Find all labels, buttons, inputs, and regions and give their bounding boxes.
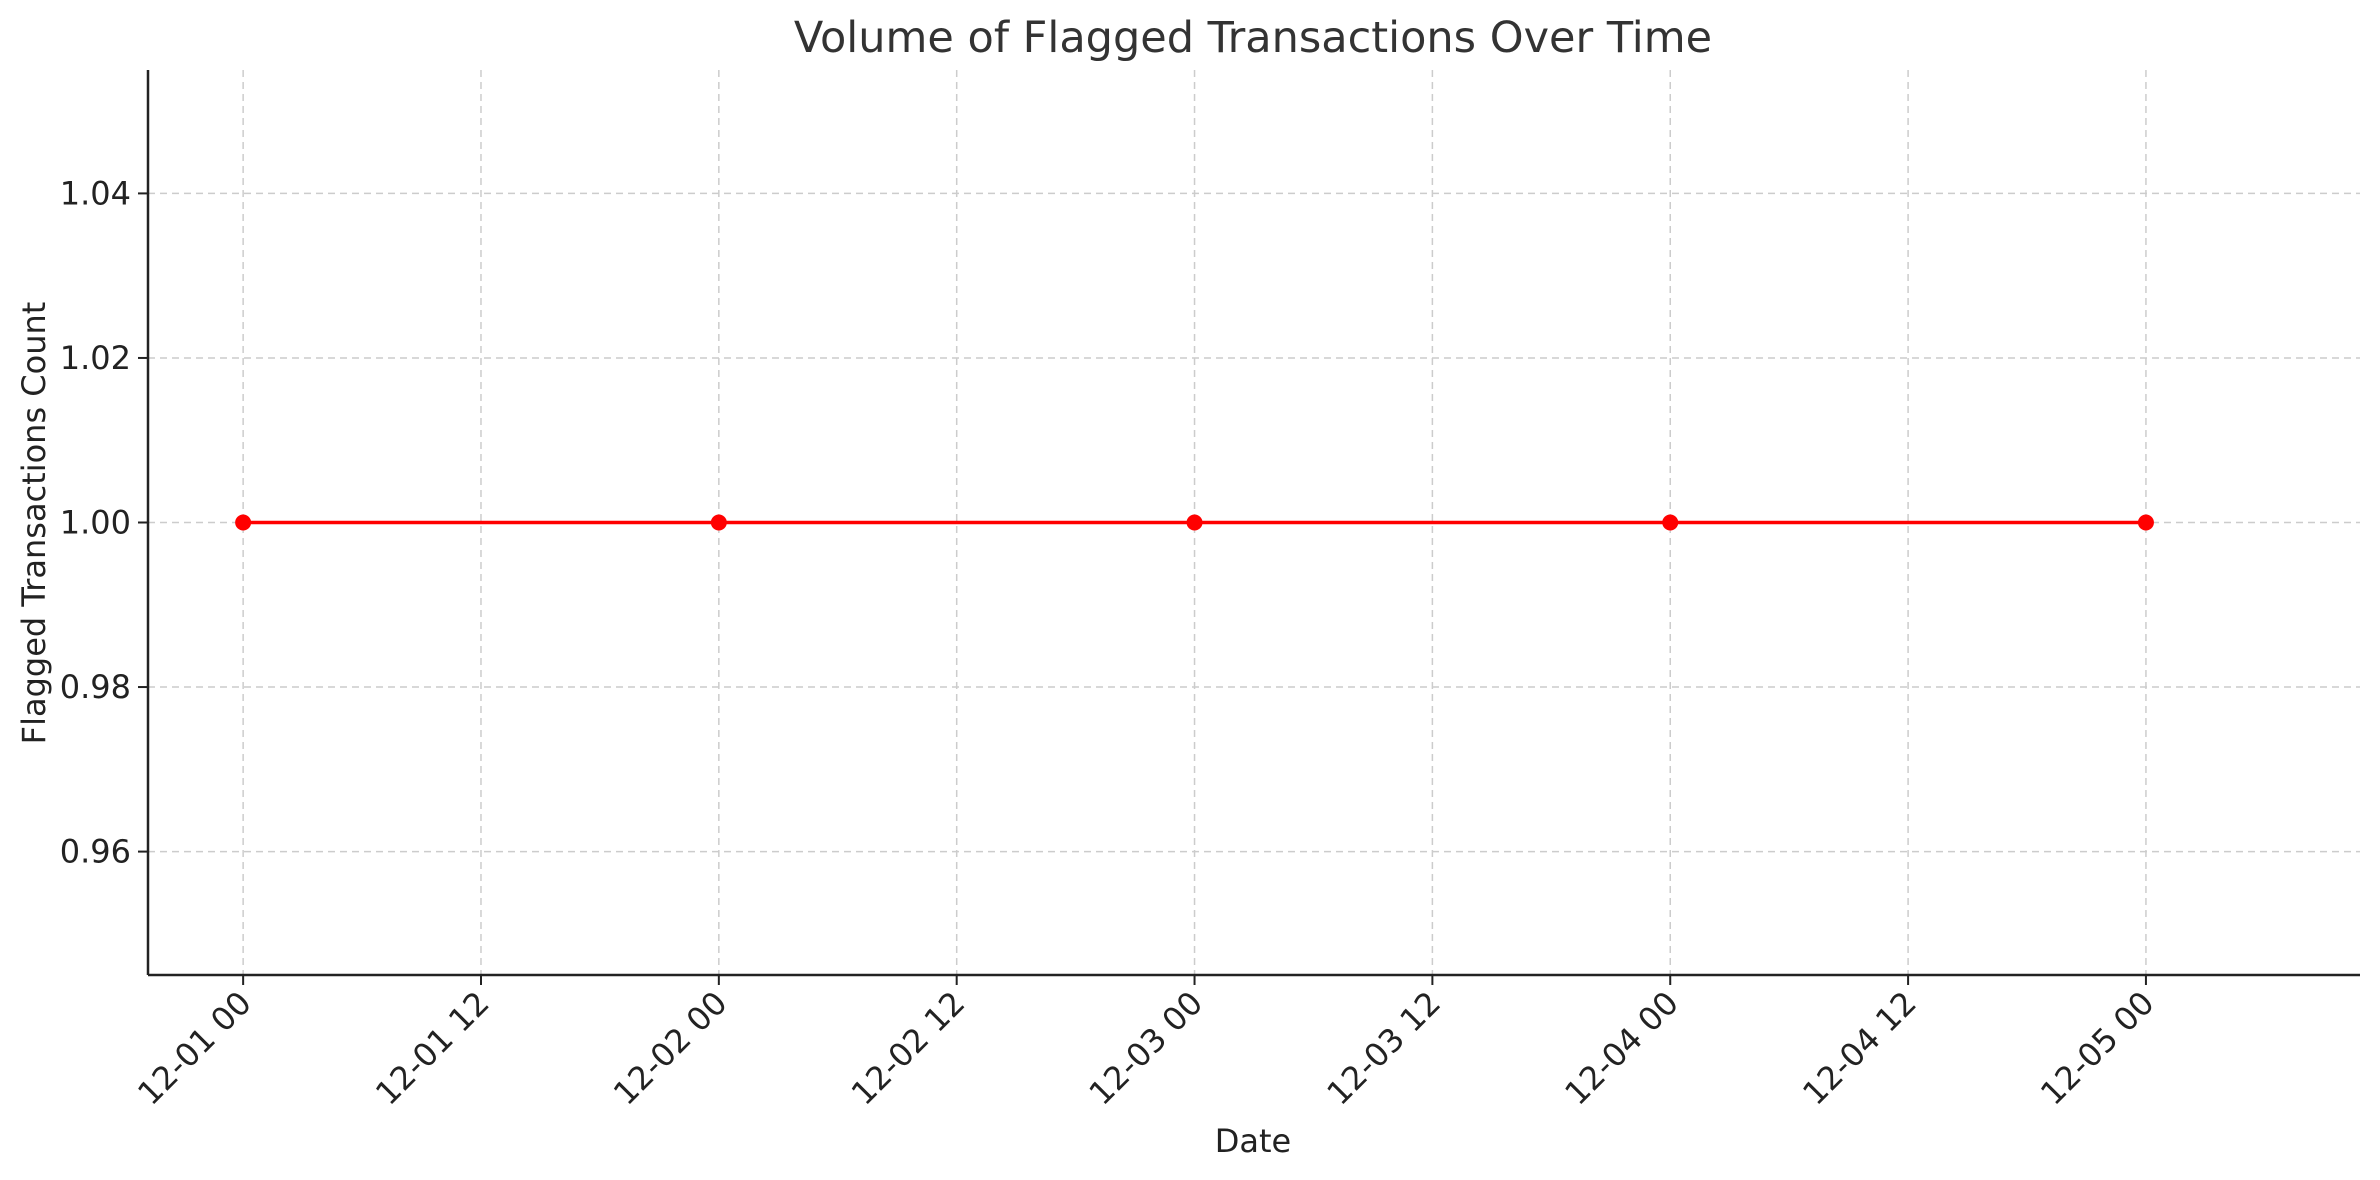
- x-axis-label: Date: [1215, 1122, 1291, 1160]
- y-tick-label: 1.00: [60, 504, 131, 542]
- y-tick-label: 0.96: [60, 833, 131, 871]
- y-tick-label: 1.02: [60, 339, 131, 377]
- data-point: [235, 514, 252, 531]
- x-tick-label: 12-03 12: [1319, 984, 1448, 1113]
- x-tick-label: 12-02 00: [606, 984, 735, 1113]
- x-axis-ticks: 12-01 00 12-01 12 12-02 00 12-02 12 12-03 00…: [130, 975, 2162, 1113]
- y-axis-ticks: 0.96 0.98 1.00 1.02 1.04: [60, 174, 148, 871]
- x-tick-label: 12-01 00: [130, 984, 259, 1113]
- series-layer: [235, 514, 2154, 531]
- data-point: [1662, 514, 1679, 531]
- x-tick-label: 12-02 12: [844, 984, 973, 1113]
- y-tick-label: 0.98: [60, 668, 131, 706]
- x-tick-label: 12-04 00: [1557, 984, 1686, 1113]
- x-tick-label: 12-04 12: [1795, 984, 1924, 1113]
- data-point: [1186, 514, 1203, 531]
- chart-title: Volume of Flagged Transactions Over Time: [794, 13, 1712, 63]
- x-grid: [242, 70, 2147, 975]
- x-tick-label: 12-01 12: [368, 984, 497, 1113]
- y-axis-label: Flagged Transactions Count: [15, 302, 53, 745]
- data-point: [2137, 514, 2154, 531]
- x-tick-label: 12-05 00: [2033, 984, 2162, 1113]
- y-tick-label: 1.04: [60, 174, 131, 212]
- x-tick-label: 12-03 00: [1082, 984, 1211, 1113]
- data-point: [710, 514, 727, 531]
